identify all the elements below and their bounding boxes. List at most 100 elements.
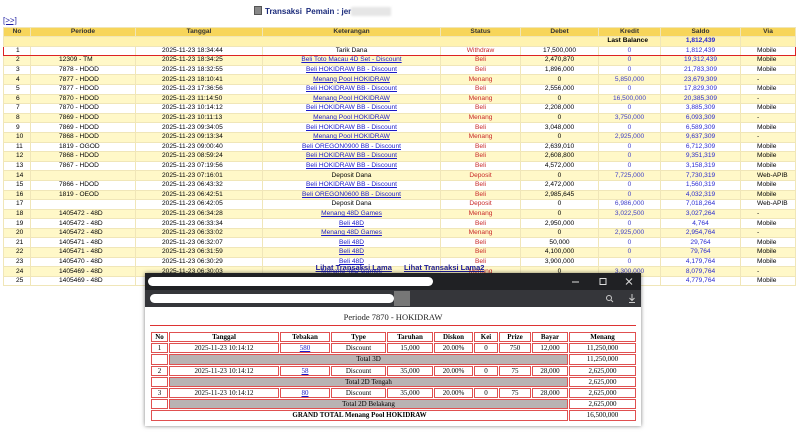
cell: Beli xyxy=(440,55,521,66)
description-link[interactable]: Menang 48D Games xyxy=(321,229,382,237)
cell: 7877 - HDOD xyxy=(30,83,136,95)
cell: Mobile xyxy=(740,83,796,95)
cell: 7868 - HDOD xyxy=(30,151,136,162)
cell: 0 xyxy=(520,227,599,239)
cell: 20.00% xyxy=(434,343,473,354)
cell: 35,000 xyxy=(387,387,433,399)
cell: Mobile xyxy=(740,237,796,249)
guess-link[interactable]: 580 xyxy=(299,344,311,353)
cell: Deposit Dana xyxy=(262,170,441,181)
cell: 20 xyxy=(3,227,31,239)
description-link[interactable]: Beli HOKIDRAW BB - Discount xyxy=(306,104,397,112)
last-balance-label: Last Balance xyxy=(3,36,661,47)
grand-total-value: 16,500,000 xyxy=(569,410,636,421)
description-link[interactable]: Beli OREGON0900 BB - Discount xyxy=(302,142,401,150)
cell: 7,018,264 xyxy=(660,199,741,210)
transaction-row: 21 1405471 - 48D 2025-11-23 06:32:07 Beli 4… xyxy=(3,237,796,249)
cell: Menang xyxy=(440,112,521,124)
bet-row: 1 2025-11-23 10:14:12 580 Discount 15,000 20.… xyxy=(151,343,636,354)
transaction-row: 9 7869 - HDOD 2025-11-23 09:34:05 Beli HOKI… xyxy=(3,122,796,133)
description-link[interactable]: Beli 48D xyxy=(339,257,364,265)
cell: Beli xyxy=(440,151,521,162)
column-header: Kei xyxy=(474,332,498,343)
last-balance-row: Last Balance 1,812,439 xyxy=(3,36,796,47)
description-link[interactable]: Beli 48D xyxy=(339,219,364,227)
transaction-row: 13 7867 - HDOD 2025-11-23 07:19:56 Beli HOK… xyxy=(3,160,796,172)
table-body: 1 2025-11-23 10:14:12 580 Discount 15,000 20.… xyxy=(151,343,636,421)
description-link[interactable]: Beli 48D xyxy=(339,248,364,256)
guess-link[interactable]: 80 xyxy=(301,389,309,398)
cell: - xyxy=(740,131,796,143)
cell: - xyxy=(740,112,796,124)
description-link[interactable]: Menang Pool HOKIDRAW xyxy=(313,114,390,122)
description-link[interactable]: Menang Pool HOKIDRAW xyxy=(313,94,390,102)
zoom-icon[interactable] xyxy=(606,295,612,301)
description-link[interactable]: Beli HOKIDRAW BB - Discount xyxy=(306,181,397,189)
description-link[interactable]: Beli OREGON0600 BB - Discount xyxy=(302,190,401,198)
cell: 2025-11-23 09:34:05 xyxy=(135,122,263,133)
cell: 1,896,000 xyxy=(520,64,599,76)
transaction-row: 18 1405472 - 48D 2025-11-23 06:34:28 Menang… xyxy=(3,208,796,220)
cell: 2025-11-23 11:14:50 xyxy=(135,93,263,105)
transaction-row: 2 12309 - TM 2025-11-23 18:34:25 Beli Toto … xyxy=(3,55,796,66)
cell: Beli Toto Macau 4D Set - Discount xyxy=(262,55,441,66)
cell: 2025-11-23 07:19:56 xyxy=(135,160,263,172)
cell xyxy=(151,399,168,410)
grand-total-row: GRAND TOTAL Menang Pool HOKIDRAW 16,500,0… xyxy=(151,410,636,421)
page-header: Transaksi Pemain : jer xyxy=(254,6,392,16)
cell: 12309 - TM xyxy=(30,55,136,66)
cell: 4,779,764 xyxy=(660,275,741,287)
description-link[interactable]: Beli Toto Macau 4D Set - Discount xyxy=(301,56,402,64)
table-body: Last Balance 1,812,439 1 2025-11-23 18:34… xyxy=(3,36,796,287)
cell: 4,032,319 xyxy=(660,189,741,201)
close[interactable] xyxy=(625,278,633,285)
maximize[interactable] xyxy=(599,278,607,285)
transaction-row: 17 2025-11-23 06:42:05 Deposit Dana Deposit… xyxy=(3,199,796,210)
next-link[interactable]: [>>] xyxy=(3,16,17,25)
cell: 10 xyxy=(3,131,31,143)
cell: 28,000 xyxy=(532,387,568,399)
description-link[interactable]: Menang 48D Games xyxy=(321,209,382,217)
description-link[interactable]: Beli 48D xyxy=(339,238,364,246)
cell: 2,925,000 xyxy=(598,131,661,143)
cell: 6,986,000 xyxy=(598,199,661,210)
description-link[interactable]: Menang Pool HOKIDRAW xyxy=(313,133,390,141)
description-link[interactable]: Beli HOKIDRAW BB - Discount xyxy=(306,85,397,93)
download-icon[interactable] xyxy=(629,294,635,303)
old-transactions-link[interactable]: Lihat Transaksi Lama xyxy=(315,263,392,272)
cell xyxy=(30,45,136,57)
old-transactions-link-2[interactable]: Lihat Transaksi Lama2 xyxy=(403,263,485,272)
blurred-name xyxy=(351,7,392,16)
description-link[interactable]: Menang 48D Games xyxy=(321,267,382,275)
blurred-address xyxy=(150,294,394,303)
total-label: Total 2D Belakang xyxy=(169,399,568,410)
cell: 1 xyxy=(3,45,31,57)
cell: 21 xyxy=(3,237,31,249)
column-header: Saldo xyxy=(660,27,741,37)
last-balance-value: 1,812,439 xyxy=(660,36,741,47)
cell: 0 xyxy=(598,237,661,249)
description-link[interactable]: Beli HOKIDRAW BB - Discount xyxy=(306,162,397,170)
address-icons xyxy=(150,291,635,306)
cell: 20.00% xyxy=(434,365,473,376)
cell: Menang xyxy=(440,93,521,105)
cell: 0 xyxy=(474,387,498,399)
column-header: Kredit xyxy=(598,27,661,37)
cell: 1,812,439 xyxy=(660,45,741,57)
cell: 2025-11-23 06:33:02 xyxy=(135,227,263,239)
column-header: No xyxy=(151,332,168,343)
cell: 6,712,309 xyxy=(660,141,741,153)
description-link[interactable]: Beli HOKIDRAW BB - Discount xyxy=(306,152,397,160)
cell: 1405472 - 48D xyxy=(30,227,136,239)
cell: 7878 - HDOD xyxy=(30,64,136,76)
description-link[interactable]: Beli HOKIDRAW BB - Discount xyxy=(306,66,397,74)
description-link[interactable]: Beli HOKIDRAW BB - Discount xyxy=(306,123,397,131)
cell: 0 xyxy=(474,365,498,376)
column-header: Diskon xyxy=(434,332,473,343)
column-header: Via xyxy=(740,27,796,37)
description-link[interactable]: Menang Pool HOKIDRAW xyxy=(313,75,390,83)
total-value: 2,625,000 xyxy=(569,376,636,387)
cell: 2025-11-23 06:31:59 xyxy=(135,247,263,258)
guess-link[interactable]: 58 xyxy=(301,366,309,375)
cell: 20,385,309 xyxy=(660,93,741,105)
